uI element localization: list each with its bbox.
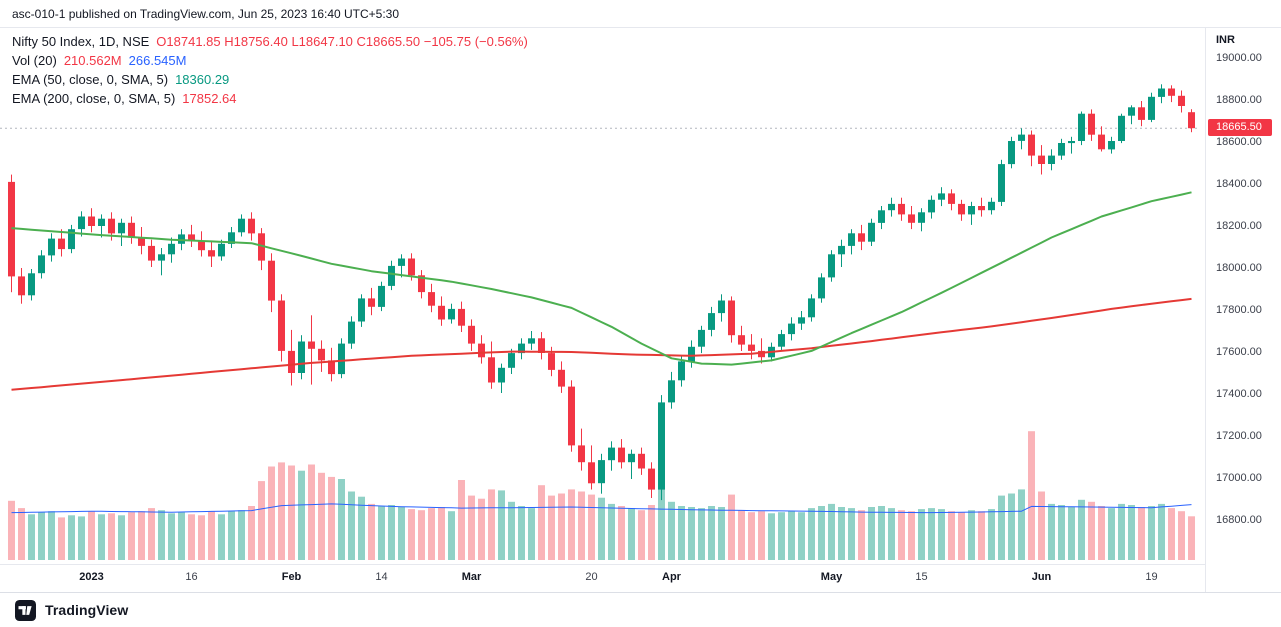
ema200-label: EMA (200, close, 0, SMA, 5) bbox=[12, 91, 176, 106]
price-axis[interactable]: INR 19000.00 18800.00 18600.00 18400.00 1820… bbox=[1205, 28, 1281, 592]
time-axis[interactable]: 2023 16 Feb 14 Mar 20 Apr May 15 Jun 19 bbox=[0, 568, 1205, 592]
price-tick-label: 18400.00 bbox=[1216, 178, 1262, 190]
legend-symbol-row: Nifty 50 Index, 1D, NSE O18741.85 H18756.… bbox=[12, 32, 528, 51]
time-tick-label: Apr bbox=[662, 571, 681, 583]
time-axis-separator bbox=[0, 564, 1281, 565]
currency-label: INR bbox=[1216, 34, 1235, 46]
time-tick-label: Feb bbox=[281, 571, 302, 583]
chart-legend: Nifty 50 Index, 1D, NSE O18741.85 H18756.… bbox=[12, 32, 528, 108]
chart-area[interactable]: Nifty 50 Index, 1D, NSE O18741.85 H18756.… bbox=[0, 28, 1281, 593]
price-tick-label: 17000.00 bbox=[1216, 472, 1262, 484]
price-tick-label: 18600.00 bbox=[1216, 136, 1262, 148]
volume-ma-value: 266.545M bbox=[128, 53, 187, 68]
publish-header: asc-010-1 published on TradingView.com, … bbox=[0, 0, 1281, 28]
time-tick-label: 19 bbox=[1145, 571, 1158, 583]
price-tick-label: 18200.00 bbox=[1216, 220, 1262, 232]
tradingview-brand[interactable]: TradingView bbox=[45, 602, 129, 618]
time-tick-label: Mar bbox=[461, 571, 482, 583]
price-tick-label: 17800.00 bbox=[1216, 304, 1262, 316]
volume-label: Vol (20) bbox=[12, 53, 57, 68]
time-tick-label: 15 bbox=[915, 571, 928, 583]
tradingview-logo-icon[interactable] bbox=[15, 599, 36, 621]
legend-volume-row: Vol (20) 210.562M 266.545M bbox=[12, 51, 528, 70]
publish-info: asc-010-1 published on TradingView.com, … bbox=[12, 6, 400, 21]
price-tick-label: 18800.00 bbox=[1216, 94, 1262, 106]
time-tick-label: 14 bbox=[375, 571, 388, 583]
footer: TradingView bbox=[0, 593, 1281, 627]
price-tick-label: 19000.00 bbox=[1216, 52, 1262, 64]
volume-current-value: 210.562M bbox=[63, 53, 122, 68]
price-tick-label: 18000.00 bbox=[1216, 262, 1262, 274]
time-tick-label: May bbox=[820, 571, 843, 583]
price-tick-label: 16800.00 bbox=[1216, 514, 1262, 526]
symbol-title: Nifty 50 Index, 1D, NSE bbox=[12, 34, 150, 49]
time-tick-label: 20 bbox=[585, 571, 598, 583]
time-tick-label: 2023 bbox=[79, 571, 104, 583]
price-tick-label: 17200.00 bbox=[1216, 430, 1262, 442]
ema50-label: EMA (50, close, 0, SMA, 5) bbox=[12, 72, 169, 87]
price-tick-label: 17400.00 bbox=[1216, 388, 1262, 400]
ohlc-values: O18741.85 H18756.40 L18647.10 C18665.50 … bbox=[156, 34, 528, 49]
legend-ema200-row: EMA (200, close, 0, SMA, 5) 17852.64 bbox=[12, 89, 528, 108]
time-tick-label: 16 bbox=[185, 571, 198, 583]
ema200-value: 17852.64 bbox=[182, 91, 237, 106]
ema50-value: 18360.29 bbox=[175, 72, 230, 87]
legend-ema50-row: EMA (50, close, 0, SMA, 5) 18360.29 bbox=[12, 70, 528, 89]
price-tick-label: 17600.00 bbox=[1216, 346, 1262, 358]
time-tick-label: Jun bbox=[1031, 571, 1052, 583]
candlestick-chart[interactable] bbox=[0, 28, 1205, 592]
last-price-badge: 18665.50 bbox=[1208, 119, 1272, 136]
